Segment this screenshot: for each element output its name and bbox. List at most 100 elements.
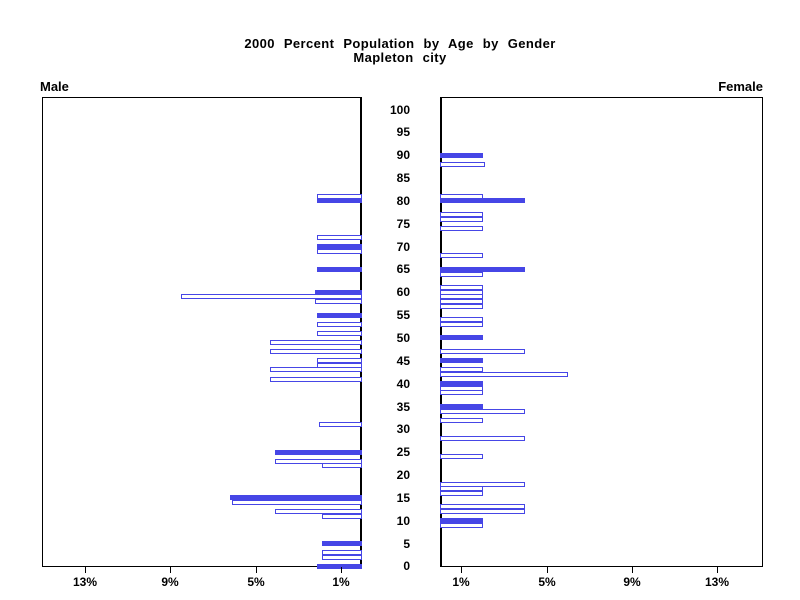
male-bar-age-58	[315, 298, 362, 304]
left-pct-tick-1	[341, 567, 342, 573]
female-bar-age-38	[440, 390, 483, 396]
age-tick-label-35: 35	[396, 399, 410, 414]
female-bar-age-64	[440, 271, 483, 277]
female-bar-age-61	[440, 285, 483, 291]
male-bar-age-41	[270, 376, 362, 382]
male-side-label: Male	[40, 79, 69, 94]
age-tick-label-60: 60	[396, 285, 410, 300]
chart-title: 2000 Percent Population by Age by Gender	[244, 36, 556, 51]
female-bar-age-65	[440, 266, 525, 272]
female-bar-age-28	[440, 435, 525, 441]
age-tick-label-80: 80	[396, 193, 410, 208]
female-bar-age-16	[440, 490, 483, 496]
left-pct-tick-9	[170, 567, 171, 573]
right-pct-label-9: 9%	[623, 575, 641, 589]
female-bar-age-47	[440, 349, 525, 355]
male-bar-age-55	[317, 312, 362, 318]
age-tick-label-40: 40	[396, 376, 410, 391]
female-plot-panel	[440, 97, 763, 567]
age-tick-label-30: 30	[396, 422, 410, 437]
female-bar-age-39	[440, 385, 483, 391]
male-bar-age-65	[317, 266, 362, 272]
male-bar-age-45	[317, 358, 362, 364]
female-bar-age-68	[440, 253, 483, 259]
male-bar-age-22	[322, 463, 362, 469]
male-bar-age-23	[275, 458, 362, 464]
male-bar-age-70	[317, 244, 362, 250]
female-bar-age-57	[440, 303, 483, 309]
male-bar-age-80	[317, 198, 362, 204]
left-pct-label-9: 9%	[161, 575, 179, 589]
female-bar-age-18	[440, 481, 525, 487]
female-bar-age-34	[440, 408, 525, 414]
female-bar-age-10	[440, 518, 483, 524]
male-bar-age-51	[317, 330, 362, 336]
right-pct-tick-1	[461, 567, 462, 573]
female-bar-age-59	[440, 294, 483, 300]
female-bar-age-9	[440, 522, 483, 528]
chart-subtitle: Mapleton city	[353, 50, 447, 65]
male-bar-age-59	[181, 294, 362, 300]
male-bar-age-0	[317, 563, 362, 569]
female-bar-age-42	[440, 372, 568, 377]
right-pct-label-13: 13%	[704, 575, 730, 589]
male-bar-age-72	[317, 235, 362, 240]
male-bar-age-14	[232, 499, 362, 505]
male-bar-age-47	[270, 349, 362, 355]
male-bar-age-49	[270, 340, 362, 345]
left-pct-tick-5	[256, 567, 257, 573]
male-bar-age-11	[322, 513, 362, 519]
male-bar-age-69	[317, 248, 362, 254]
male-bar-age-3	[322, 550, 362, 556]
female-bar-age-45	[440, 358, 483, 364]
left-pct-tick-13	[85, 567, 86, 573]
female-bar-age-58	[440, 298, 483, 304]
male-bar-age-53	[317, 321, 362, 327]
age-tick-label-55: 55	[396, 308, 410, 323]
age-tick-label-75: 75	[396, 216, 410, 231]
age-tick-label-10: 10	[396, 513, 410, 528]
right-pct-tick-5	[547, 567, 548, 573]
female-bar-age-88	[440, 161, 485, 167]
age-tick-label-25: 25	[396, 445, 410, 460]
female-bar-age-40	[440, 381, 483, 387]
left-pct-label-13: 13%	[72, 575, 98, 589]
female-bar-age-53	[440, 321, 483, 327]
female-bar-age-24	[440, 454, 483, 460]
male-bar-age-2	[322, 554, 362, 560]
age-tick-label-50: 50	[396, 330, 410, 345]
female-bar-age-32	[440, 417, 483, 423]
female-bar-age-76	[440, 216, 483, 222]
age-tick-label-100: 100	[389, 102, 410, 117]
female-bar-age-13	[440, 504, 525, 510]
left-pct-label-1: 1%	[332, 575, 350, 589]
age-tick-label-5: 5	[403, 536, 410, 551]
age-tick-label-65: 65	[396, 262, 410, 277]
male-bar-age-15	[230, 495, 362, 501]
male-bar-age-31	[319, 422, 362, 428]
age-tick-label-20: 20	[396, 468, 410, 482]
female-bar-age-77	[440, 212, 483, 218]
male-bar-age-5	[322, 541, 362, 546]
right-pct-tick-9	[632, 567, 633, 573]
female-bar-age-74	[440, 225, 483, 231]
female-side-label: Female	[718, 79, 763, 94]
age-tick-label-70: 70	[396, 239, 410, 254]
male-bar-age-25	[275, 449, 362, 455]
left-pct-label-5: 5%	[247, 575, 265, 589]
female-bar-age-90	[440, 152, 483, 158]
age-tick-label-85: 85	[396, 171, 410, 186]
right-pct-label-5: 5%	[538, 575, 556, 589]
age-tick-label-90: 90	[396, 148, 410, 163]
right-pct-label-1: 1%	[452, 575, 470, 589]
male-bar-age-12	[275, 509, 362, 514]
right-pct-tick-13	[717, 567, 718, 573]
female-bar-age-50	[440, 335, 483, 341]
age-tick-label-0: 0	[403, 559, 410, 574]
male-plot-panel	[42, 97, 362, 567]
male-bar-age-43	[270, 367, 362, 373]
age-tick-label-45: 45	[396, 353, 410, 368]
age-tick-label-95: 95	[396, 125, 410, 140]
age-tick-label-15: 15	[396, 490, 410, 505]
